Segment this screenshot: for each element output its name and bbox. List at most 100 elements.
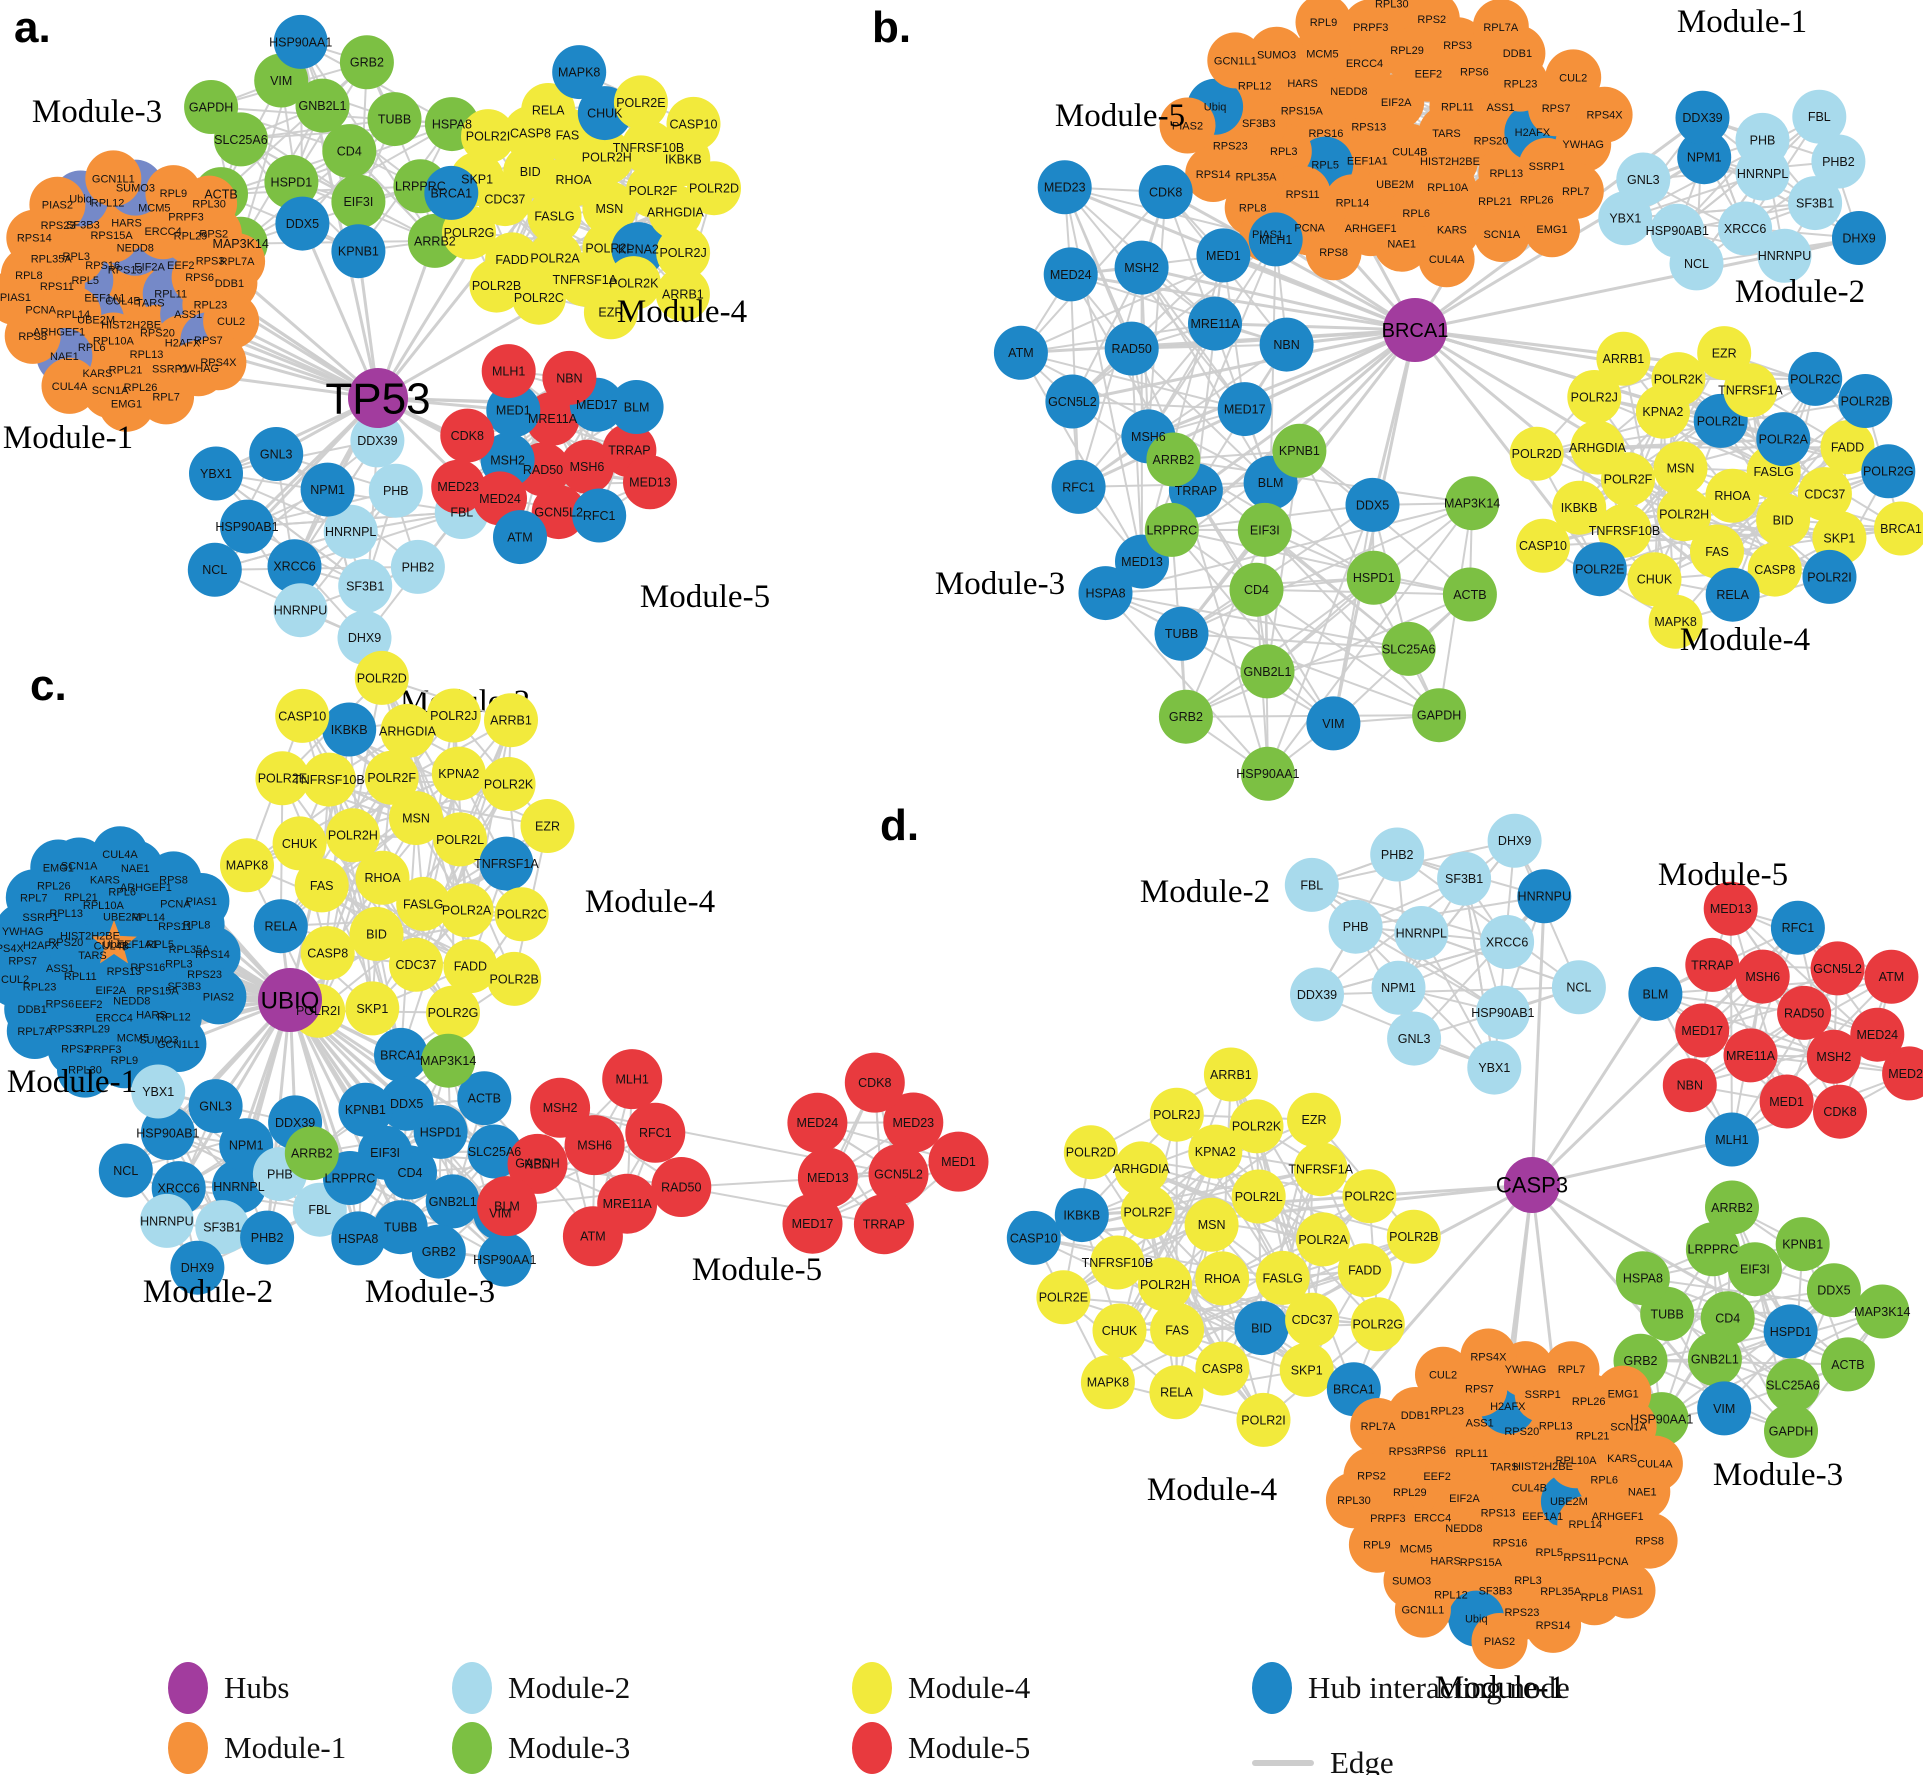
node-label-RPL12: RPL12 (91, 198, 125, 210)
node-label-EIF2A: EIF2A (1381, 97, 1412, 109)
node-label-GCN1L1: GCN1L1 (1402, 1604, 1445, 1616)
node-EIF3I (1237, 502, 1292, 557)
node-label-ERCC4: ERCC4 (1414, 1512, 1451, 1524)
node-CUL4A (1418, 231, 1475, 288)
node-label-DDX39: DDX39 (357, 434, 397, 448)
cluster-m5-nodes (993, 160, 1314, 589)
node-label-PIAS2: PIAS2 (1484, 1636, 1515, 1648)
node-label-PRPF3: PRPF3 (1353, 22, 1388, 34)
node-label-PRPF3: PRPF3 (168, 212, 203, 224)
node-label-MLH1: MLH1 (616, 1072, 649, 1086)
node-POLR2L (433, 812, 488, 867)
node-label-SSRP1: SSRP1 (1525, 1389, 1561, 1401)
node-RPS14 (184, 926, 241, 983)
node-DDX5 (379, 1076, 434, 1131)
node-RAD50 (651, 1157, 712, 1217)
node-label-MSN: MSN (402, 811, 430, 825)
edge (1355, 925, 1504, 1014)
node-label-RPL7: RPL7 (1562, 186, 1590, 198)
node-label-RPS16: RPS16 (1493, 1537, 1528, 1549)
node-label-POLR2E: POLR2E (1575, 563, 1624, 577)
node-label-MAPK8: MAPK8 (1654, 615, 1696, 629)
node-label-BRCA1: BRCA1 (1333, 1383, 1375, 1397)
node-label-PIAS2: PIAS2 (203, 991, 234, 1003)
node-label-RHOA: RHOA (1204, 1272, 1241, 1286)
node-label-RPS4X: RPS4X (1587, 110, 1624, 122)
module-label-a-m3: Module-3 (32, 94, 162, 130)
node-POLR2H (1657, 487, 1712, 542)
node-label-RPL6: RPL6 (1402, 208, 1430, 220)
node-DDX5 (1345, 477, 1400, 532)
node-MSN (1653, 441, 1708, 496)
node-HSP90AA1 (1240, 746, 1295, 801)
node-label-HNRNPU: HNRNPU (1518, 890, 1571, 904)
node-label-GCN5L2: GCN5L2 (534, 505, 583, 519)
node-label-LRPPRC: LRPPRC (1688, 1243, 1739, 1257)
node-POLR2C (494, 887, 549, 942)
node-label-RPS14: RPS14 (195, 949, 230, 961)
node-label-HNRNPU: HNRNPU (1758, 249, 1811, 263)
node-label-RPL35A: RPL35A (1236, 171, 1278, 183)
node-label-NPM1: NPM1 (229, 1139, 264, 1153)
node-label-RPS6: RPS6 (185, 272, 214, 284)
node-label-SF3B1: SF3B1 (346, 579, 384, 593)
module2-color-swatch (452, 1662, 492, 1714)
node-label-RPS3: RPS3 (1389, 1446, 1418, 1458)
edge (1171, 528, 1471, 596)
node-label-KARS: KARS (1607, 1453, 1637, 1465)
node-label-IKBKB: IKBKB (665, 153, 702, 167)
node-label-BID: BID (1773, 513, 1794, 527)
legend-label: Hub interacting node (1308, 1670, 1570, 1705)
node-label-HIST2H2BE: HIST2H2BE (1420, 156, 1480, 168)
hub-label-BRCA1: BRCA1 (1382, 320, 1449, 342)
node-label-GCN5L2: GCN5L2 (1813, 962, 1862, 976)
node-label-RPS3: RPS3 (1443, 40, 1472, 52)
node-label-HSPA8: HSPA8 (1085, 586, 1125, 600)
node-label-POLR2D: POLR2D (1066, 1146, 1116, 1160)
edge (1267, 502, 1473, 775)
node-label-RAD50: RAD50 (1784, 1006, 1824, 1020)
node-KPNB1 (1272, 423, 1327, 478)
node-DHX9 (170, 1240, 225, 1295)
node-label-KPNB1: KPNB1 (1782, 1237, 1823, 1251)
node-label-HSP90AB1: HSP90AB1 (215, 520, 278, 534)
node-GNL3 (188, 1079, 243, 1134)
node-MED24 (1043, 247, 1098, 302)
node-label-POLR2A: POLR2A (1759, 432, 1809, 446)
node-label-PIAS1: PIAS1 (1252, 229, 1283, 241)
cluster-m1-labels: CUL4BRPS13TARSEEF1A1EIF2AHIST2H2BERPS16R… (0, 849, 234, 1076)
node-label-RPS15A: RPS15A (90, 230, 133, 242)
node-label-POLR2L: POLR2L (585, 242, 633, 256)
node-label-KPNA2: KPNA2 (1642, 405, 1683, 419)
node-POLR2G (426, 985, 480, 1040)
node-label-RPL8: RPL8 (15, 270, 43, 282)
node-label-ATM: ATM (1008, 346, 1033, 360)
node-label-CASP8: CASP8 (307, 946, 348, 960)
node-MED1 (486, 383, 541, 438)
cluster-m5b-nodes (782, 1052, 989, 1255)
node-MLH1 (1248, 212, 1303, 267)
node-label-HNRNPL: HNRNPL (325, 525, 376, 539)
node-label-BID: BID (520, 165, 541, 179)
node-label-RPL10A: RPL10A (83, 900, 125, 912)
node-POLR2A (1756, 412, 1811, 467)
node-label-RPS14: RPS14 (1196, 169, 1231, 181)
node-GCN5L2 (868, 1144, 929, 1205)
node-label-RPL10A: RPL10A (93, 335, 135, 347)
module-label-c-m5b: Module-5 (692, 1252, 822, 1288)
edge (1146, 1211, 1265, 1421)
node-POLR2D (687, 161, 741, 216)
node-POLR2D (354, 650, 409, 705)
node-GNB2L1 (1240, 644, 1295, 699)
node-label-RFC1: RFC1 (583, 509, 616, 523)
node-label-RPL21: RPL21 (1478, 196, 1512, 208)
node-HSP90AA1 (477, 1232, 532, 1287)
node-label-CHUK: CHUK (1102, 1324, 1138, 1338)
node-label-RPL11: RPL11 (1441, 101, 1474, 113)
node-MAP3K14 (421, 1033, 476, 1088)
node-label-GRB2: GRB2 (1623, 1354, 1657, 1368)
node-label-CD4: CD4 (337, 144, 362, 158)
node-label-POLR2H: POLR2H (1659, 508, 1709, 522)
module-label-b-m2: Module-2 (1735, 274, 1865, 310)
